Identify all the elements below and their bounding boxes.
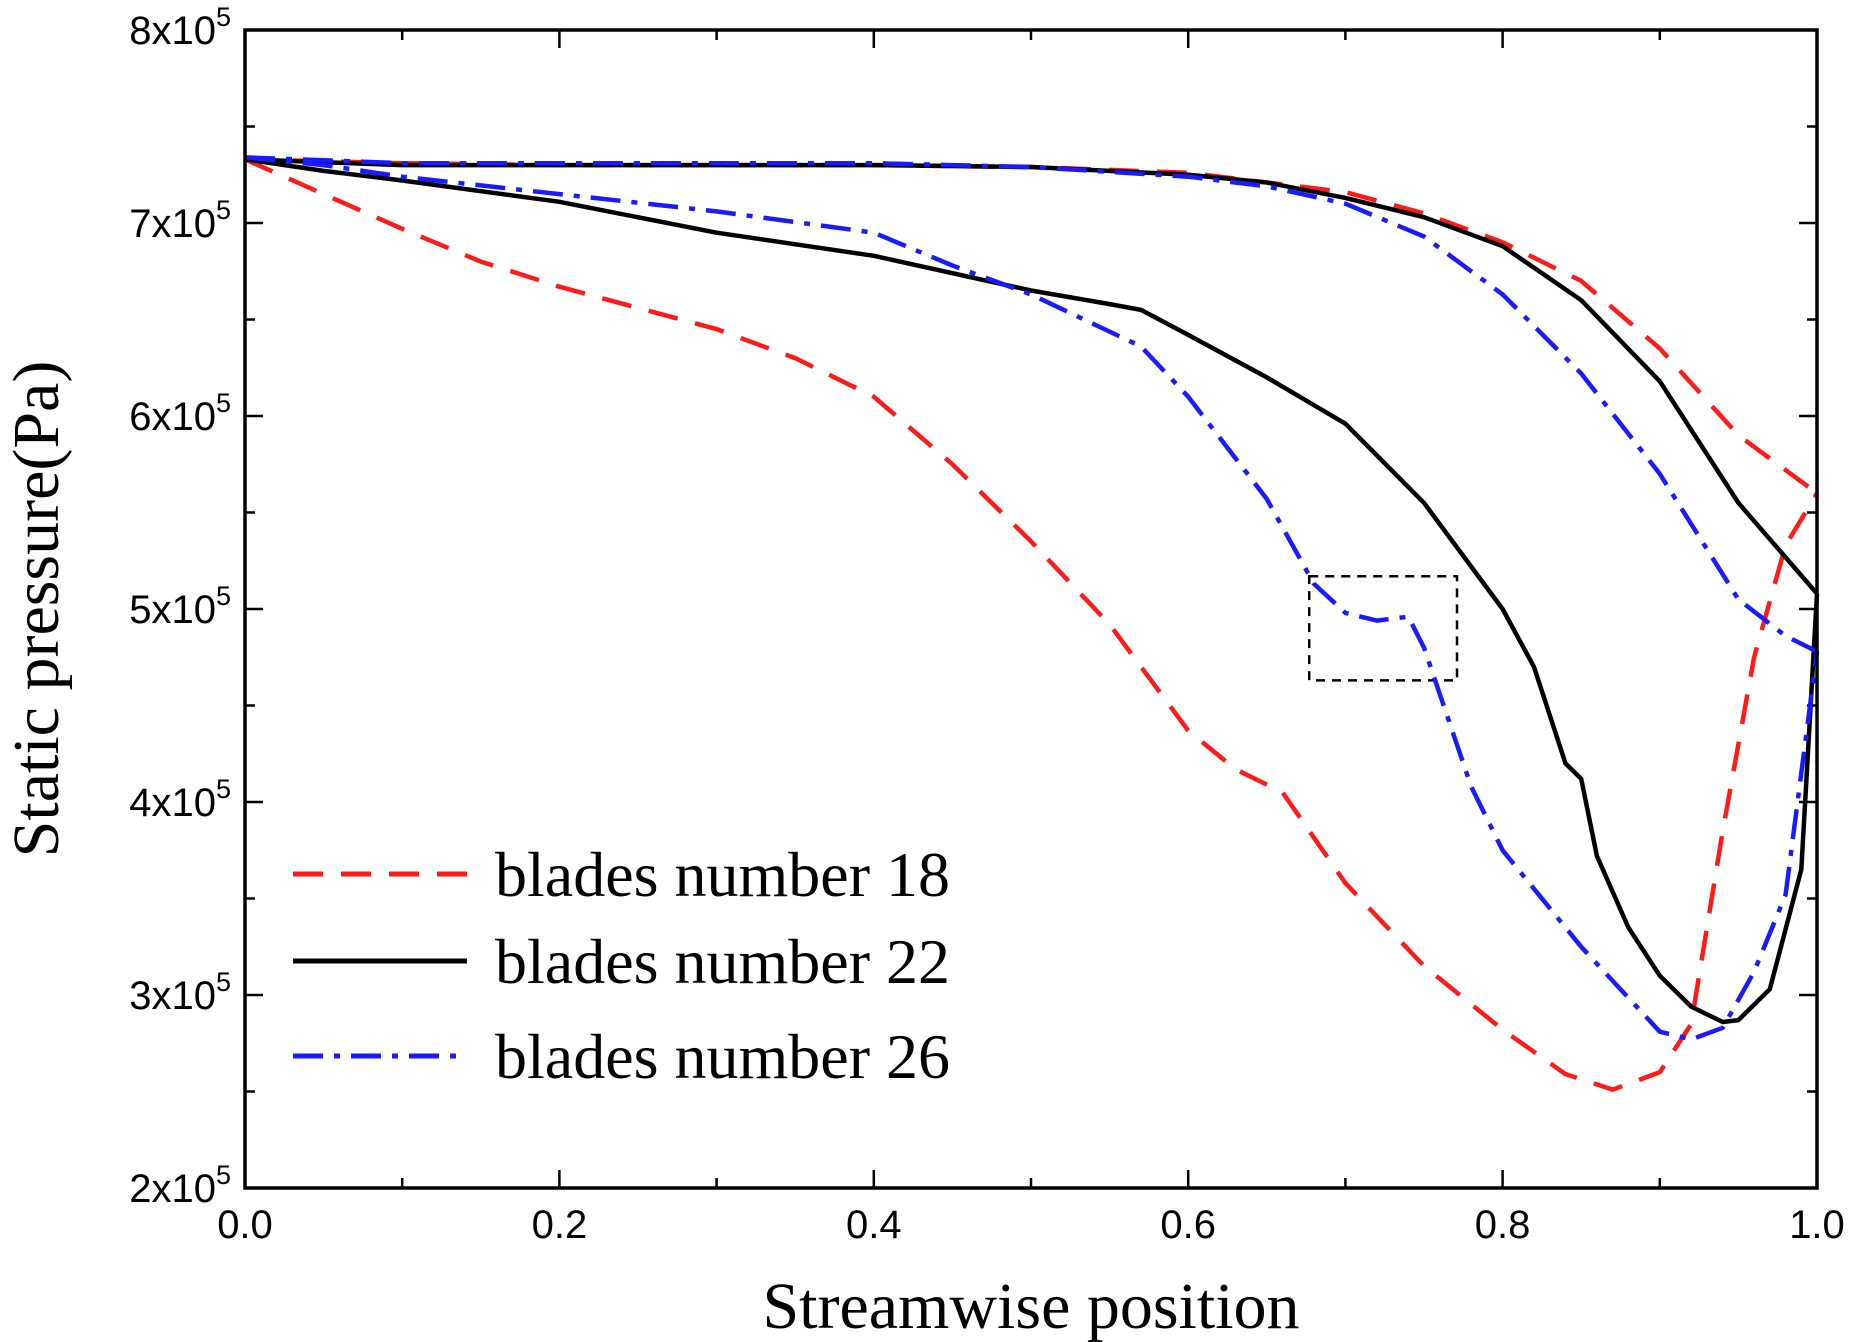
y-tick-label: 2x105 — [129, 1160, 231, 1211]
y-tick-label: 8x105 — [129, 2, 231, 53]
y-tick-exp: 5 — [216, 388, 231, 418]
x-tick-label: 0.2 — [532, 1203, 588, 1247]
y-tick-base: 6x10 — [129, 395, 216, 439]
y-tick-exp: 5 — [216, 774, 231, 804]
x-tick-label: 1.0 — [1789, 1203, 1845, 1247]
plot-frame — [243, 28, 1819, 1190]
y-tick-base: 5x10 — [129, 588, 216, 632]
y-tick-base: 2x10 — [129, 1167, 216, 1211]
series-line-blades-number-18-lower — [244, 157, 1819, 1092]
x-tick-label: 0.0 — [217, 1203, 273, 1247]
y-tick-exp: 5 — [216, 1160, 231, 1190]
legend-label-blades-18: blades number 18 — [495, 839, 950, 910]
legend: blades number 18 blades number 22 blades… — [293, 839, 950, 1092]
y-tick-label: 4x105 — [129, 774, 231, 825]
series-layer — [244, 155, 1820, 1092]
x-tick-label: 0.4 — [846, 1203, 902, 1247]
x-axis-title: Streamwise position — [762, 1270, 1299, 1342]
y-tick-exp: 5 — [216, 195, 231, 225]
y-tick-exp: 5 — [216, 967, 231, 997]
series-line-blades-number-26-upper — [244, 155, 1818, 654]
x-tick-labels: 0.0 0.2 0.4 0.6 0.8 1.0 — [217, 1203, 1845, 1247]
y-tick-base: 7x10 — [129, 202, 216, 246]
y-tick-base: 4x10 — [129, 781, 216, 825]
x-tick-label: 0.6 — [1160, 1203, 1216, 1247]
y-tick-exp: 5 — [216, 2, 231, 32]
highlight-box — [1307, 574, 1459, 682]
series-line-blades-number-26-lower — [244, 155, 1820, 1042]
series-line-blades-number-22-lower — [244, 157, 1820, 1025]
y-tick-label: 7x105 — [129, 195, 231, 246]
y-tick-label: 6x105 — [129, 388, 231, 439]
y-tick-base: 8x10 — [129, 9, 216, 53]
legend-label-blades-26: blades number 26 — [495, 1021, 950, 1092]
axis-ticks — [243, 28, 1819, 1190]
x-tick-label: 0.8 — [1475, 1203, 1531, 1247]
y-tick-label: 3x105 — [129, 967, 231, 1018]
y-tick-exp: 5 — [216, 581, 231, 611]
y-axis-title: Static pressure(Pa) — [0, 361, 73, 858]
series-line-blades-number-18-upper — [244, 157, 1819, 496]
legend-label-blades-22: blades number 22 — [495, 926, 950, 997]
y-tick-base: 3x10 — [129, 974, 216, 1018]
annotation-layer — [1307, 574, 1459, 682]
y-tick-label: 5x105 — [129, 581, 231, 632]
